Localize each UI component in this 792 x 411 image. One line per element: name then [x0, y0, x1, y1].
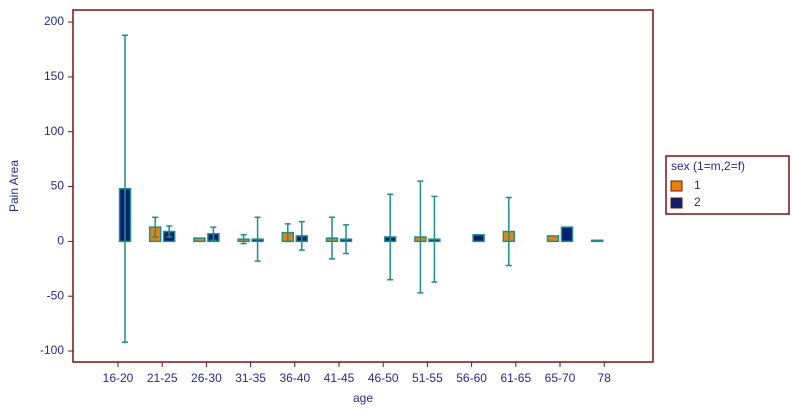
y-tick-label: -50: [47, 288, 65, 302]
x-tick-label: 26-30: [191, 371, 222, 385]
legend-swatch: [670, 180, 683, 192]
legend-box: [665, 155, 790, 215]
bar: [546, 235, 560, 243]
x-tick-label: 31-35: [235, 371, 266, 385]
x-axis-label: age: [353, 391, 373, 405]
bar: [472, 234, 485, 243]
error-bar: [431, 195, 438, 283]
legend-label: 2: [694, 195, 701, 209]
bar: [560, 226, 574, 243]
legend-label: 1: [694, 178, 701, 192]
error-bar: [240, 234, 247, 245]
legend-title: sex (1=m,2=f): [671, 159, 745, 173]
y-tick-label: 100: [44, 124, 64, 138]
y-tick-label: 0: [57, 234, 64, 248]
x-tick-label: 46-50: [368, 371, 399, 385]
legend-swatch: [670, 197, 683, 209]
x-tick-label: 36-40: [279, 371, 310, 385]
y-tick-label: 150: [44, 69, 64, 83]
error-bar: [298, 220, 305, 251]
y-axis-label: Pain Area: [7, 160, 21, 212]
error-bar: [122, 34, 128, 344]
error-bar: [284, 223, 291, 243]
x-tick-label: 56-60: [456, 371, 487, 385]
error-bar: [152, 216, 159, 238]
plot-frame: [72, 9, 654, 363]
x-tick-label: 41-45: [324, 371, 355, 385]
error-bar: [505, 196, 512, 267]
bar: [193, 237, 206, 243]
error-bar: [166, 225, 173, 238]
x-tick-label: 16-20: [103, 371, 134, 385]
error-bar: [387, 193, 394, 281]
error-bar: [254, 216, 261, 262]
y-tick-label: 200: [44, 14, 64, 28]
x-tick-label: 78: [598, 371, 612, 385]
error-bar: [343, 224, 349, 255]
error-bar: [210, 226, 217, 242]
error-bar: [417, 180, 424, 294]
x-tick-label: 21-25: [147, 371, 178, 385]
bar: [590, 239, 604, 243]
x-tick-label: 51-55: [412, 371, 443, 385]
y-tick-label: 50: [51, 179, 65, 193]
x-tick-label: 61-65: [500, 371, 531, 385]
x-tick-label: 65-70: [545, 371, 576, 385]
y-tick-label: -100: [40, 343, 64, 357]
error-bar: [329, 216, 335, 260]
